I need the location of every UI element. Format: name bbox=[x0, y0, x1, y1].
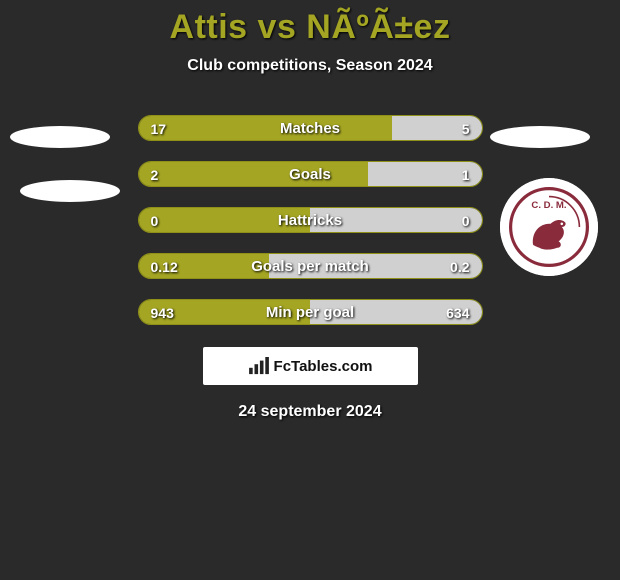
stat-label: Matches bbox=[139, 116, 482, 141]
stat-row: Goals per match0.12 0.2 bbox=[138, 253, 483, 279]
date-text: 24 september 2024 bbox=[0, 403, 620, 421]
stat-value-right: 1 bbox=[462, 162, 470, 187]
stat-value-left: 0.12 bbox=[151, 254, 178, 279]
left-player-badge-2 bbox=[20, 180, 120, 202]
stat-row: Hattricks0 0 bbox=[138, 207, 483, 233]
stat-value-right: 0.2 bbox=[450, 254, 469, 279]
left-player-badge-1 bbox=[10, 126, 110, 148]
page-subtitle: Club competitions, Season 2024 bbox=[0, 57, 620, 75]
right-player-badge-1 bbox=[490, 126, 590, 148]
stat-value-left: 0 bbox=[151, 208, 159, 233]
stat-value-right: 634 bbox=[446, 300, 469, 325]
svg-text:C. D. M.: C. D. M. bbox=[531, 200, 566, 211]
stat-label: Hattricks bbox=[139, 208, 482, 233]
stat-label: Min per goal bbox=[139, 300, 482, 325]
stat-label: Goals per match bbox=[139, 254, 482, 279]
stats-container: Matches17 5 Goals2 1 Hattricks0 0 Goals per ma… bbox=[138, 115, 483, 325]
stat-value-left: 17 bbox=[151, 116, 167, 141]
page-title: Attis vs NÃºÃ±ez bbox=[0, 0, 620, 47]
stat-row: Min per goal943 634 bbox=[138, 299, 483, 325]
stat-value-right: 5 bbox=[462, 116, 470, 141]
stat-value-left: 2 bbox=[151, 162, 159, 187]
comparison-widget: { "header": { "title": "Attis vs NÃºÃ±ez… bbox=[0, 0, 620, 580]
stat-value-left: 943 bbox=[151, 300, 174, 325]
stat-value-right: 0 bbox=[462, 208, 470, 233]
stat-label: Goals bbox=[139, 162, 482, 187]
right-club-badge: C. D. M. bbox=[500, 178, 598, 276]
bar-chart-icon bbox=[248, 357, 270, 375]
stat-row: Goals2 1 bbox=[138, 161, 483, 187]
brand-text: FcTables.com bbox=[274, 358, 373, 375]
stat-row: Matches17 5 bbox=[138, 115, 483, 141]
club-logo-icon: C. D. M. bbox=[509, 187, 589, 267]
brand-box: FcTables.com bbox=[203, 347, 418, 385]
